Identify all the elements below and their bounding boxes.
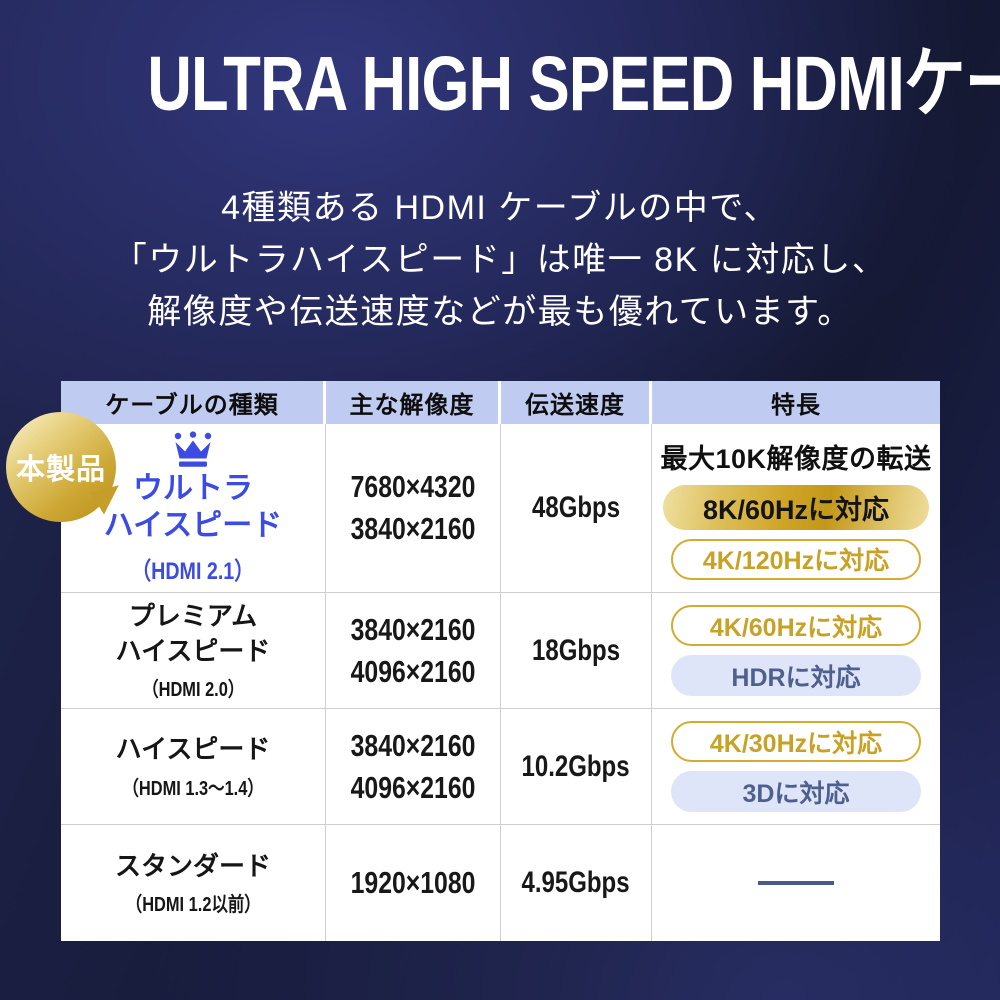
- table-header-row: ケーブルの種類 主な解像度 伝送速度 特長: [61, 381, 940, 424]
- feature-pill: 3Dに対応: [671, 771, 921, 812]
- cell-premium-speed: 18Gbps: [501, 593, 652, 708]
- cable-version: （HDMI 1.2以前）: [125, 894, 261, 917]
- cable-name-line: プレミアム: [128, 601, 258, 632]
- feature-pill: 4K/120Hzに対応: [671, 538, 921, 580]
- speed-value: 48Gbps: [531, 491, 621, 524]
- badge-label: 本製品: [15, 454, 106, 486]
- feature-note: 最大10K解像度の転送: [660, 443, 932, 474]
- cell-ultra-resolution: 7680×4320 3840×2160: [326, 424, 501, 592]
- cell-ultra-speed: 48Gbps: [501, 424, 652, 592]
- resolution-value: 4096×2160: [350, 653, 476, 689]
- cable-name-line: ハイスピード: [115, 635, 271, 666]
- table-row-high-speed: ハイスピード （HDMI 1.3〜1.4） 3840×2160 4096×216…: [61, 708, 940, 824]
- header-cable-type: ケーブルの種類: [61, 381, 326, 424]
- resolution-value: 3840×2160: [350, 727, 476, 763]
- cable-version: （HDMI 1.3〜1.4）: [122, 777, 264, 800]
- cell-highspeed-resolution: 3840×2160 4096×2160: [326, 709, 501, 824]
- speed-value: 4.95Gbps: [521, 866, 631, 899]
- speed-value: 10.2Gbps: [521, 749, 631, 783]
- resolution-value: 3840×2160: [350, 611, 476, 647]
- cell-highspeed-speed: 10.2Gbps: [501, 709, 652, 824]
- intro-line-1: 4種類ある HDMI ケーブルの中で、: [221, 189, 779, 227]
- no-feature-dash: [758, 881, 834, 885]
- feature-pill: 4K/60Hzに対応: [671, 605, 921, 646]
- cell-standard-name: スタンダード （HDMI 1.2以前）: [61, 825, 326, 941]
- resolution-value: 1920×1080: [350, 865, 476, 901]
- cell-premium-features: 4K/60Hzに対応 HDRに対応: [652, 593, 940, 708]
- cell-premium-name: プレミアム ハイスピード （HDMI 2.0）: [61, 593, 326, 708]
- intro-text: 4種類ある HDMI ケーブルの中で、 「ウルトラハイスピード」は唯一 8K に…: [0, 186, 1000, 342]
- this-product-badge: 本製品: [6, 412, 128, 522]
- hdmi-comparison-table: ケーブルの種類 主な解像度 伝送速度 特長 ウルトラ ハイスピード: [61, 381, 940, 941]
- resolution-value: 4096×2160: [350, 769, 476, 805]
- table-row-premium-high-speed: プレミアム ハイスピード （HDMI 2.0） 3840×2160 4096×2…: [61, 592, 940, 708]
- cable-name-line: スタンダード: [114, 850, 271, 881]
- cell-standard-resolution: 1920×1080: [326, 825, 501, 941]
- resolution-value: 3840×2160: [350, 511, 476, 546]
- resolution-value: 7680×4320: [350, 469, 476, 505]
- cell-standard-speed: 4.95Gbps: [501, 825, 652, 941]
- cell-premium-resolution: 3840×2160 4096×2160: [326, 593, 501, 708]
- feature-pill: 4K/30Hzに対応: [671, 721, 921, 762]
- cell-standard-features: [652, 825, 940, 941]
- header-resolution: 主な解像度: [326, 381, 501, 424]
- cable-version: （HDMI 2.0）: [141, 678, 245, 701]
- intro-line-3: 解像度や伝送速度などが最も優れています。: [147, 292, 853, 331]
- table-row-standard: スタンダード （HDMI 1.2以前） 1920×1080 4.95Gbps: [61, 824, 940, 941]
- cell-ultra-features: 最大10K解像度の転送 8K/60Hzに対応 4K/120Hzに対応: [652, 424, 940, 592]
- cable-name-line: ハイスピード: [103, 509, 283, 542]
- speed-value: 18Gbps: [531, 633, 621, 667]
- header-features: 特長: [652, 381, 940, 424]
- cell-highspeed-name: ハイスピード （HDMI 1.3〜1.4）: [61, 709, 326, 824]
- feature-pill: HDRに対応: [671, 655, 921, 696]
- cable-version: （HDMI 2.1）: [131, 557, 255, 585]
- feature-pill: 8K/60Hzに対応: [663, 484, 929, 530]
- page-title: ULTRA HIGH SPEED HDMIケーブルとは？: [147, 41, 1000, 127]
- header-speed: 伝送速度: [501, 381, 652, 424]
- crown-icon: [170, 430, 216, 468]
- cable-name-line: ハイスピード: [115, 734, 271, 765]
- page-header: ULTRA HIGH SPEED HDMIケーブルとは？: [0, 44, 1000, 125]
- cell-ultra-name: ウルトラ ハイスピード （HDMI 2.1）: [61, 424, 326, 592]
- intro-line-2: 「ウルトラハイスピード」は唯一 8K に対応し、: [112, 240, 888, 279]
- cell-highspeed-features: 4K/30Hzに対応 3Dに対応: [652, 709, 940, 824]
- cable-name-line: ウルトラ: [133, 471, 253, 505]
- table-row-ultra-high-speed: ウルトラ ハイスピード （HDMI 2.1） 7680×4320 3840×21…: [61, 424, 940, 592]
